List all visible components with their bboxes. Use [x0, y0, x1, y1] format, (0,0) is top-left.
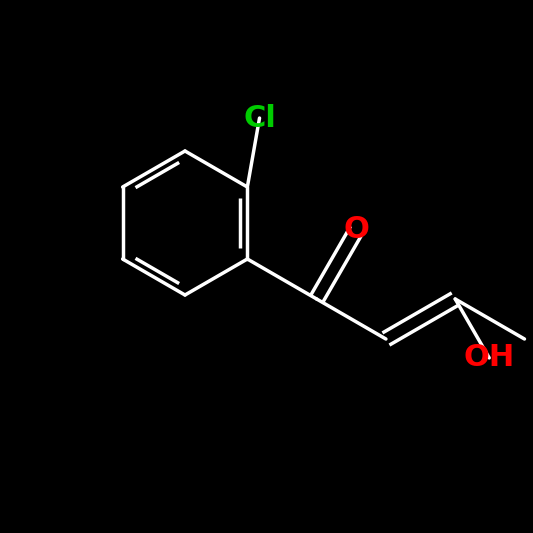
Text: Cl: Cl — [243, 103, 276, 133]
Text: OH: OH — [464, 343, 515, 373]
Text: O: O — [344, 215, 369, 244]
